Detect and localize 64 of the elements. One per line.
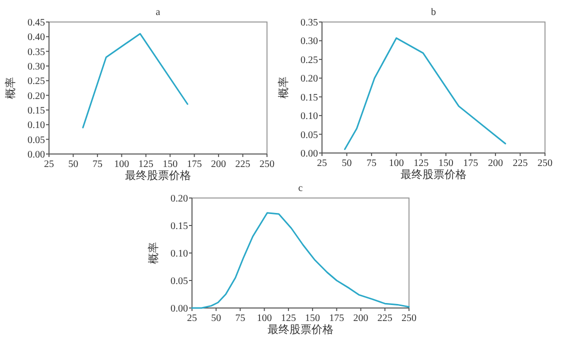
x-tick-label: 200 (353, 313, 368, 324)
x-tick-label: 250 (538, 158, 552, 169)
y-tick-label: 0.10 (300, 111, 318, 122)
x-tick-label: 125 (280, 313, 296, 324)
line-series (344, 37, 506, 150)
y-tick-label: 0.25 (28, 76, 45, 88)
x-tick-label: 200 (488, 158, 503, 169)
x-tick-label: 25 (317, 158, 327, 169)
x-tick-label: 200 (211, 159, 226, 170)
x-tick-label: 100 (256, 313, 272, 324)
x-tick-label: 125 (138, 159, 154, 170)
x-tick-label: 150 (162, 159, 178, 170)
x-tick-label: 75 (92, 159, 102, 170)
x-tick-label: 50 (211, 313, 222, 324)
y-tick-label: 0.10 (170, 248, 188, 260)
x-tick-label: 150 (438, 158, 454, 169)
y-tick-label: 0.25 (300, 54, 318, 66)
x-tick-label: 75 (235, 313, 246, 324)
y-tick-label: 0.45 (28, 18, 45, 28)
y-tick-label: 0.10 (28, 120, 45, 132)
y-tick-label: 0.05 (300, 130, 318, 141)
y-tick-label: 0.15 (28, 106, 45, 116)
x-tick-label: 225 (377, 313, 392, 324)
y-axis-title: 概率 (147, 242, 160, 264)
y-tick-label: 0.20 (300, 74, 318, 85)
x-tick-label: 225 (512, 158, 528, 169)
y-tick-label: 0.15 (170, 221, 188, 232)
x-tick-label: 175 (463, 158, 478, 169)
x-tick-label: 125 (414, 158, 429, 169)
x-tick-label: 250 (402, 313, 416, 324)
chart-title: b (431, 7, 436, 18)
x-tick-label: 100 (114, 159, 130, 170)
y-tick-label: 0.30 (300, 36, 318, 48)
x-tick-label: 75 (366, 158, 377, 169)
y-tick-label: 0.35 (28, 46, 45, 58)
y-axis-title: 概率 (4, 77, 17, 99)
x-tick-label: 50 (342, 158, 352, 169)
x-axis-title: 最终股票价格 (400, 169, 466, 181)
y-tick-label: 0.40 (28, 32, 45, 44)
y-tick-label: 0.35 (300, 18, 318, 28)
y-tick-label: 0.20 (170, 194, 188, 204)
line-series (82, 32, 188, 128)
y-tick-label: 0.00 (170, 304, 188, 314)
chart-title: c (298, 183, 304, 194)
y-tick-label: 0.30 (28, 62, 45, 72)
x-axis-title: 最终股票价格 (268, 324, 334, 336)
y-tick-label: 0.00 (300, 148, 318, 160)
x-tick-label: 250 (260, 159, 274, 170)
x-tick-label: 100 (388, 158, 404, 169)
y-axis-title: 概率 (277, 76, 290, 98)
x-tick-label: 175 (329, 313, 344, 324)
x-tick-label: 25 (44, 159, 54, 170)
y-tick-label: 0.20 (28, 90, 45, 102)
x-tick-label: 50 (68, 159, 78, 170)
y-tick-label: 0.05 (28, 134, 45, 146)
chart-title: a (156, 7, 161, 18)
x-tick-label: 225 (235, 159, 250, 170)
x-tick-label: 150 (305, 313, 320, 324)
x-axis-title: 最终股票价格 (125, 170, 191, 182)
y-tick-label: 0.15 (300, 92, 318, 104)
x-tick-label: 25 (187, 313, 197, 324)
y-tick-label: 0.05 (170, 276, 188, 287)
x-tick-label: 175 (186, 159, 202, 170)
y-tick-label: 0.00 (28, 150, 45, 160)
